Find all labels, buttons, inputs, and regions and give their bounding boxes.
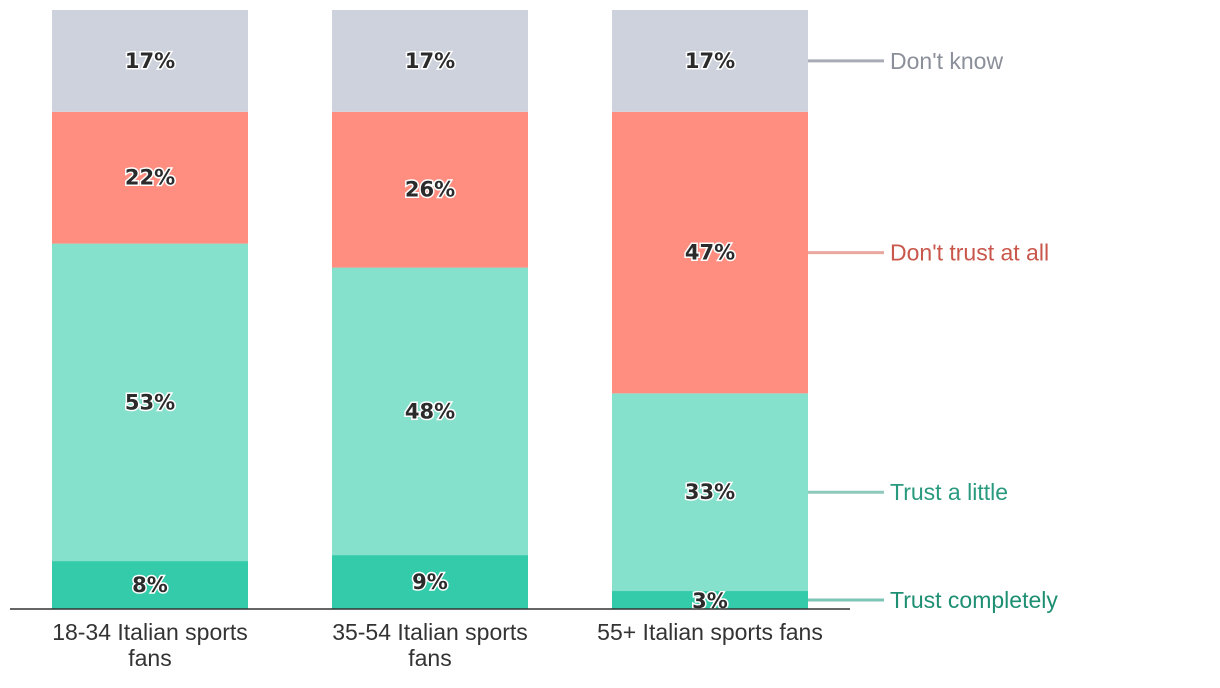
bar-segment-trust-a-little-2 bbox=[332, 267, 528, 556]
data-label-don-t-trust-at-all-1: 22% bbox=[125, 166, 175, 190]
legend-label-trust-completely: Trust completely bbox=[890, 587, 1058, 613]
bar-segment-trust-a-little-3 bbox=[612, 393, 808, 592]
data-label-don-t-know-2: 17% bbox=[405, 49, 455, 73]
data-label-trust-completely-1: 8% bbox=[132, 573, 168, 597]
x-tick-label-2-line-2: fans bbox=[408, 645, 451, 671]
bar-segment-don-t-know-2 bbox=[332, 10, 528, 112]
data-label-don-t-know-1: 17% bbox=[125, 49, 175, 73]
bar-segment-don-t-trust-at-all-1 bbox=[52, 111, 248, 244]
data-label-trust-completely-2: 9% bbox=[412, 570, 448, 594]
bar-segment-don-t-trust-at-all-3 bbox=[612, 111, 808, 394]
data-label-don-t-trust-at-all-2: 26% bbox=[405, 178, 455, 202]
legend-label-don-t-trust-at-all: Don't trust at all bbox=[890, 240, 1049, 266]
x-tick-label-1-line-2: fans bbox=[128, 645, 171, 671]
data-label-trust-a-little-2: 48% bbox=[405, 399, 455, 423]
x-tick-label-1-line-1: 18-34 Italian sports bbox=[52, 619, 248, 645]
bar-segment-trust-completely-2 bbox=[332, 555, 528, 609]
data-label-trust-a-little-1: 53% bbox=[125, 390, 175, 414]
legend: Trust completely Trust a little Don't trus… bbox=[808, 48, 1058, 613]
bar-segment-don-t-know-1 bbox=[52, 10, 248, 112]
bar-segment-trust-completely-1 bbox=[52, 561, 248, 609]
x-tick-label-3: 55+ Italian sports fans bbox=[597, 619, 823, 645]
data-label-don-t-know-3: 17% bbox=[685, 49, 735, 73]
legend-label-don-t-know: Don't know bbox=[890, 48, 1003, 74]
x-tick-label-2-line-1: 35-54 Italian sports bbox=[332, 619, 528, 645]
bar-segment-don-t-trust-at-all-2 bbox=[332, 111, 528, 268]
bars-group: 8%53%22%17%9%48%26%17%3%33%47%17% bbox=[52, 10, 808, 615]
data-label-trust-a-little-3: 33% bbox=[685, 480, 735, 504]
legend-label-trust-a-little: Trust a little bbox=[890, 479, 1008, 505]
bar-segment-trust-completely-3 bbox=[612, 591, 808, 609]
bar-segment-don-t-know-3 bbox=[612, 10, 808, 112]
data-label-don-t-trust-at-all-3: 47% bbox=[685, 241, 735, 265]
bar-segment-trust-a-little-1 bbox=[52, 243, 248, 562]
